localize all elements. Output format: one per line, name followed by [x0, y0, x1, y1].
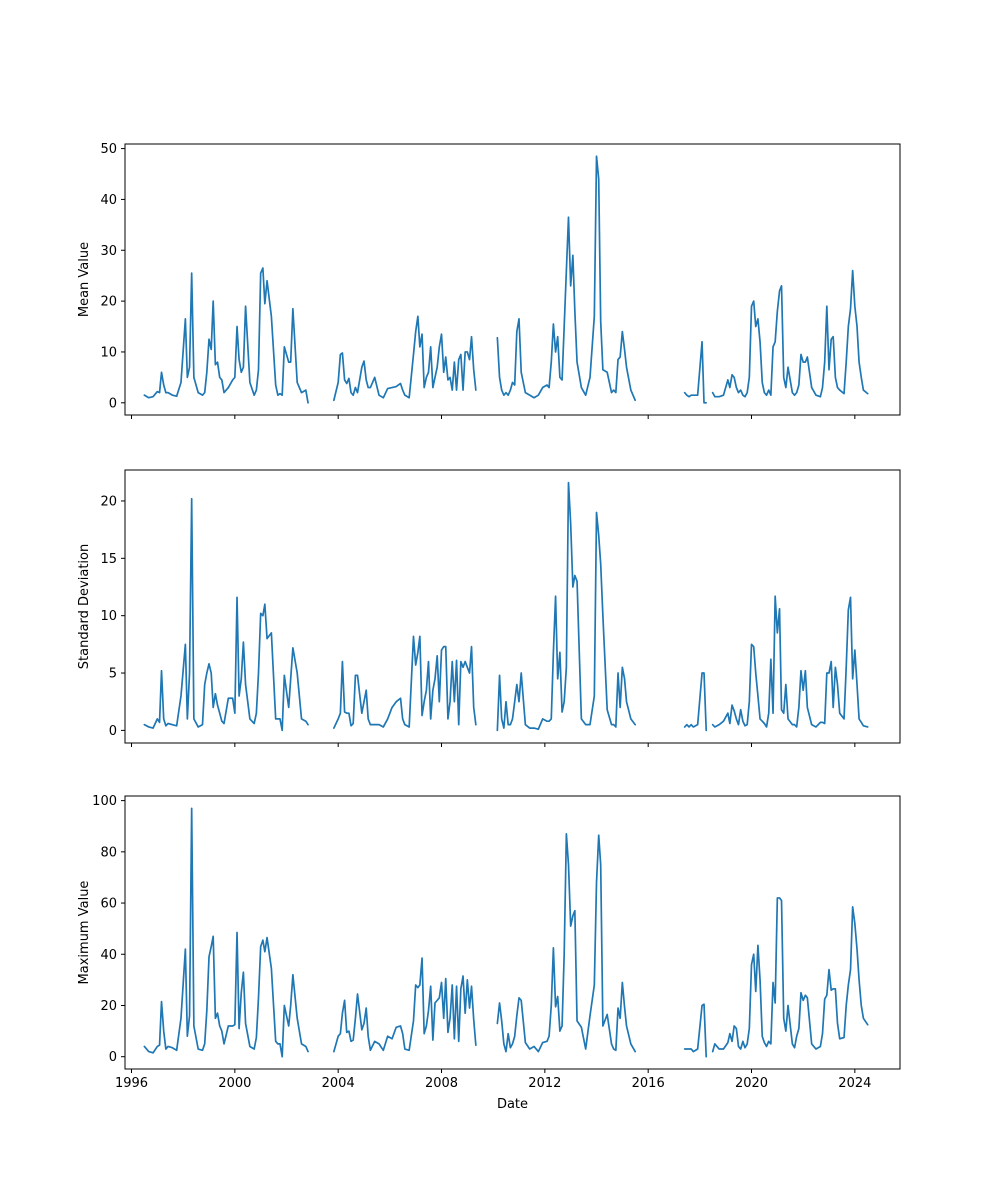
mean-series-segment-2 — [333, 315, 477, 402]
mean-y-axis-title: Mean Value — [77, 242, 92, 317]
max-y-axis-title: Maximum Value — [77, 881, 92, 985]
y-tick-label: 40 — [100, 193, 117, 208]
mean-value-panel: 0 10 20 30 40 50 Mean Value — [77, 142, 901, 419]
y-tick-label: 30 — [100, 244, 117, 259]
mean-series-segment-4 — [683, 340, 708, 404]
y-tick-label: 0 — [109, 1050, 117, 1065]
y-tick-label: 50 — [100, 142, 117, 157]
y-tick-label: 20 — [100, 295, 117, 310]
std-series-segment-4 — [683, 672, 708, 732]
std-axes-frame — [124, 469, 901, 744]
std-series-segment-1 — [143, 497, 309, 732]
x-tick-label: 1996 — [115, 1076, 148, 1091]
x-tick-label: 2008 — [425, 1076, 458, 1091]
maximum-value-panel: 0 20 40 60 80 100 1996 2000 2004 2008 2012 2016 2020… — [77, 794, 901, 1091]
y-tick-label: 20 — [100, 494, 117, 509]
std-series-segment-3 — [496, 481, 637, 732]
y-tick-label: 5 — [109, 667, 117, 682]
x-tick-label: 2000 — [218, 1076, 251, 1091]
x-tick-label: 2004 — [322, 1076, 355, 1091]
x-tick-label: 2016 — [632, 1076, 665, 1091]
max-series-segment-1 — [143, 807, 309, 1058]
x-tick-label: 2024 — [838, 1076, 871, 1091]
x-tick-label: 2012 — [528, 1076, 561, 1091]
y-tick-label: 10 — [100, 345, 117, 360]
y-tick-label: 0 — [109, 396, 117, 411]
max-series-segment-4 — [683, 1003, 708, 1058]
standard-deviation-panel: 0 5 10 15 20 Standard Deviation — [77, 469, 901, 747]
y-tick-label: 60 — [100, 897, 117, 912]
std-y-axis-title: Standard Deviation — [77, 544, 92, 669]
y-tick-label: 10 — [100, 609, 117, 624]
y-tick-label: 20 — [100, 999, 117, 1014]
std-series-segment-5 — [711, 595, 869, 728]
y-tick-label: 40 — [100, 948, 117, 963]
std-series-segment-2 — [333, 635, 477, 729]
max-series-segment-3 — [496, 833, 637, 1053]
y-tick-label: 15 — [100, 552, 117, 567]
x-tick-label: 2020 — [735, 1076, 768, 1091]
y-tick-label: 0 — [109, 724, 117, 739]
mean-axes-frame — [124, 143, 901, 416]
mean-series-segment-3 — [496, 155, 637, 402]
mean-series-segment-5 — [711, 269, 869, 398]
mean-series-segment-1 — [143, 267, 309, 404]
x-axis-title: Date — [497, 1097, 528, 1112]
max-series-segment-2 — [333, 957, 477, 1053]
max-series-segment-5 — [711, 897, 869, 1053]
y-tick-label: 100 — [92, 794, 117, 809]
y-tick-label: 80 — [100, 845, 117, 860]
max-axes-frame — [124, 795, 901, 1070]
